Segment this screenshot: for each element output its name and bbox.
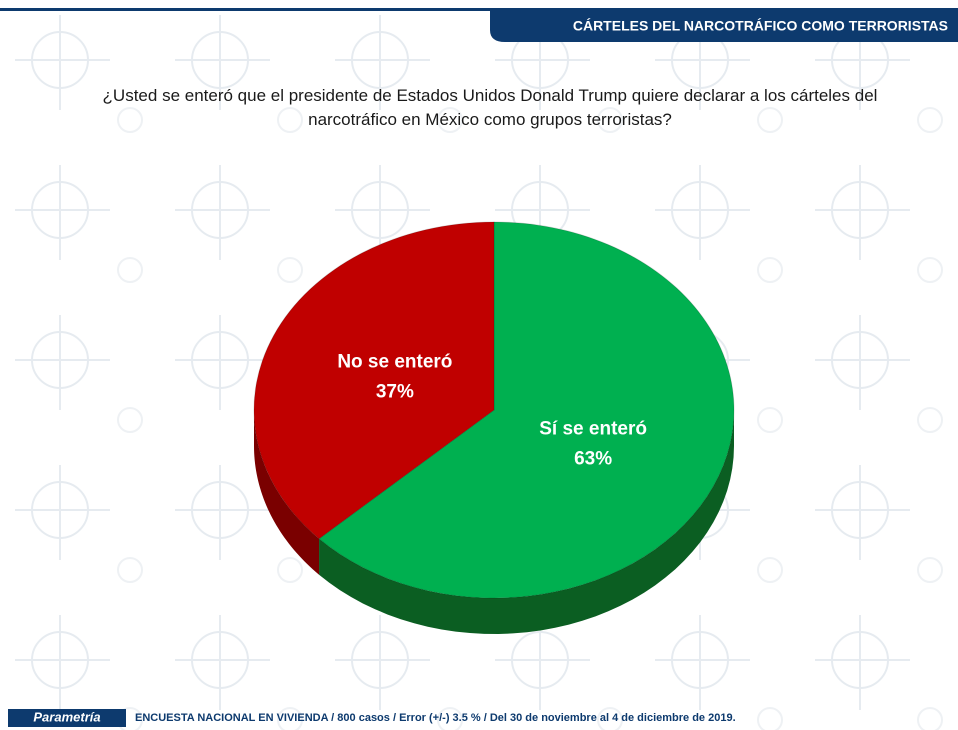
chart-title: ¿Usted se enteró que el presidente de Es… <box>103 86 878 129</box>
pie-side <box>319 410 734 634</box>
pie-slice <box>253 221 495 540</box>
slice-value: 37% <box>376 381 414 402</box>
slice-label: Sí se enteró <box>539 419 647 440</box>
pie: Sí se enteró 63% No se enteró 37% <box>253 221 735 634</box>
pie-side <box>254 410 320 575</box>
header-section: CÁRTELES DEL NARCOTRÁFICO COMO TERRORIST… <box>573 18 948 34</box>
pie-slice <box>318 221 735 599</box>
brand: Parametría <box>33 709 100 724</box>
top-rule <box>0 8 958 11</box>
slice-label: No se enteró <box>337 351 452 372</box>
header-bar <box>490 10 958 42</box>
brand-box <box>8 709 126 727</box>
footer-note: ENCUESTA NACIONAL EN VIVIENDA / 800 caso… <box>135 712 736 724</box>
slice-value: 63% <box>574 449 612 470</box>
